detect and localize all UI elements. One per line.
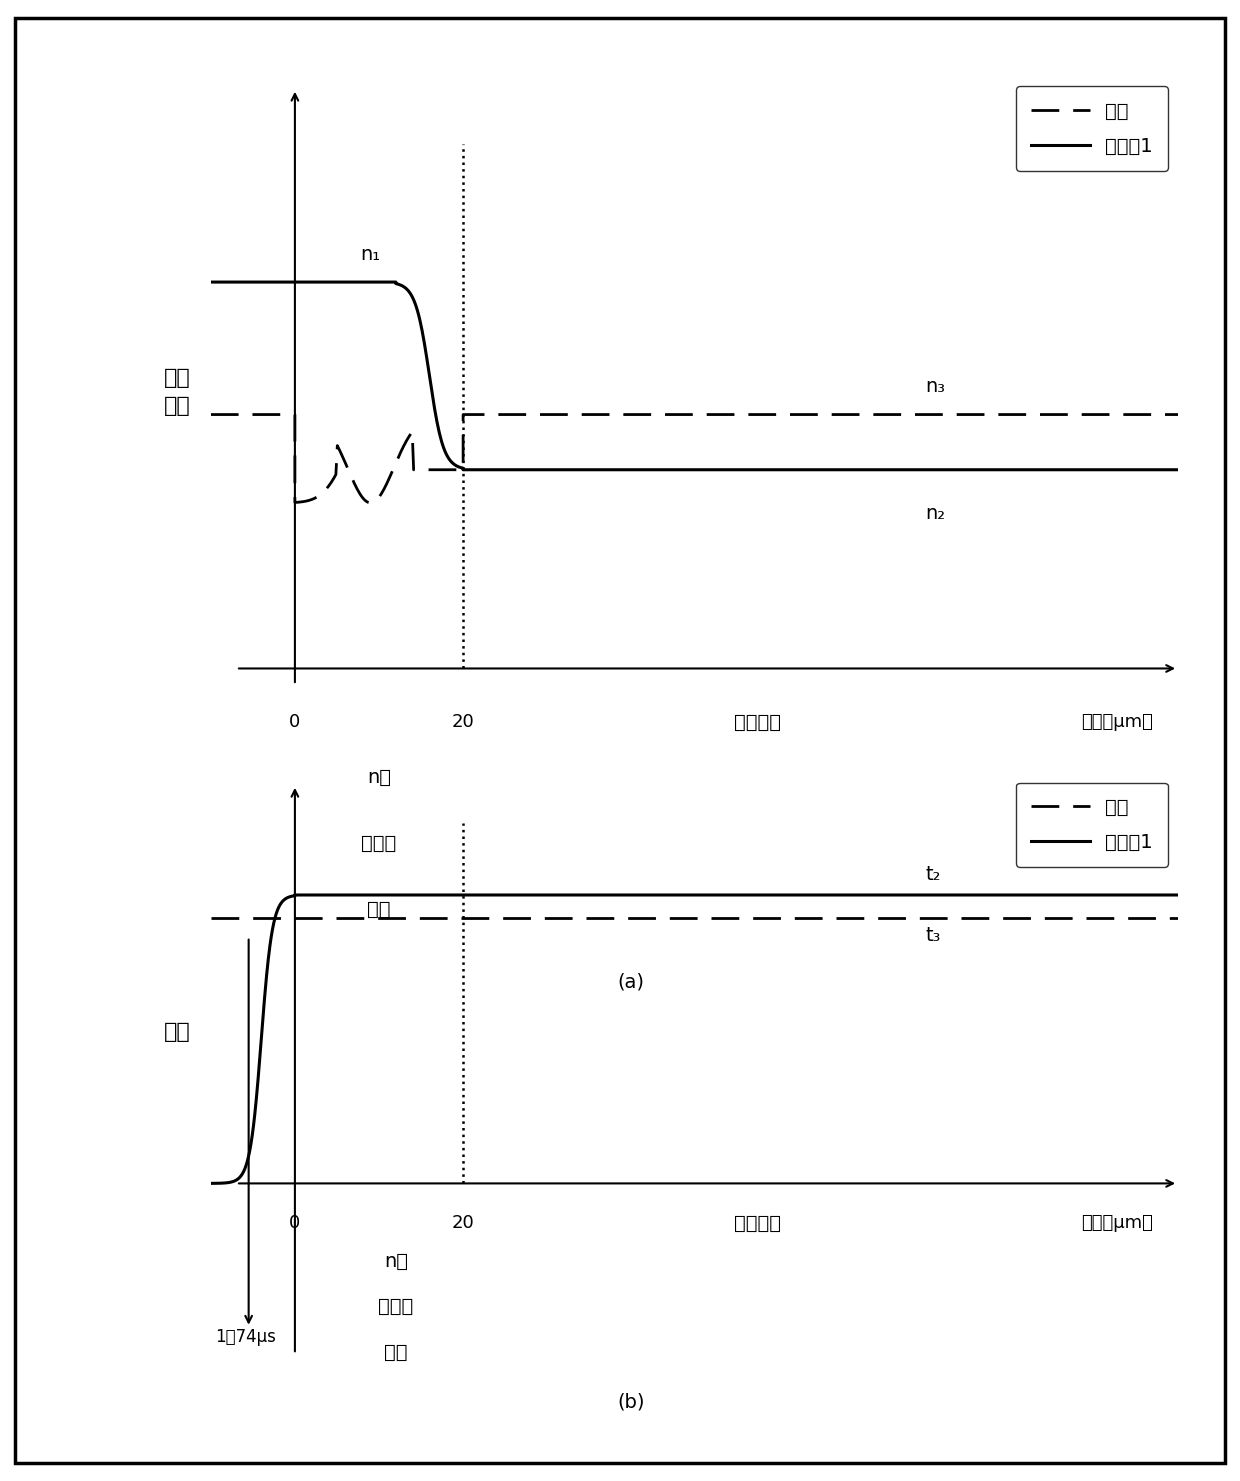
Text: 20: 20 xyxy=(451,712,475,730)
Text: n型: n型 xyxy=(384,1251,408,1271)
Text: n₂: n₂ xyxy=(926,505,946,523)
Text: t₃: t₃ xyxy=(926,926,941,945)
Text: 1．74μs: 1．74μs xyxy=(215,1327,275,1346)
Text: t₂: t₂ xyxy=(926,865,941,884)
Text: (b): (b) xyxy=(618,1392,645,1411)
Text: 区域: 区域 xyxy=(367,900,391,920)
Text: 漂移区域: 漂移区域 xyxy=(734,1214,781,1232)
Legend: 现有, 实施例1: 现有, 实施例1 xyxy=(1016,86,1168,172)
Text: 高浓度: 高浓度 xyxy=(361,834,397,853)
Text: n₃: n₃ xyxy=(926,378,946,397)
Text: 0: 0 xyxy=(289,712,300,730)
Text: 20: 20 xyxy=(451,1214,475,1232)
Text: 区域: 区域 xyxy=(384,1343,408,1363)
Text: 漂移区域: 漂移区域 xyxy=(734,712,781,732)
Legend: 现有, 实施例1: 现有, 实施例1 xyxy=(1016,782,1168,868)
Text: (a): (a) xyxy=(618,972,645,991)
Text: 掺杂
浓度: 掺杂 浓度 xyxy=(164,369,191,416)
Text: n₁: n₁ xyxy=(361,244,381,264)
Text: 0: 0 xyxy=(289,1214,300,1232)
Text: 高浓度: 高浓度 xyxy=(378,1297,413,1317)
Text: 深度（μm）: 深度（μm） xyxy=(1081,712,1153,730)
Text: 深度（μm）: 深度（μm） xyxy=(1081,1214,1153,1232)
Text: n型: n型 xyxy=(367,767,391,786)
Text: 寿命: 寿命 xyxy=(164,1022,191,1041)
